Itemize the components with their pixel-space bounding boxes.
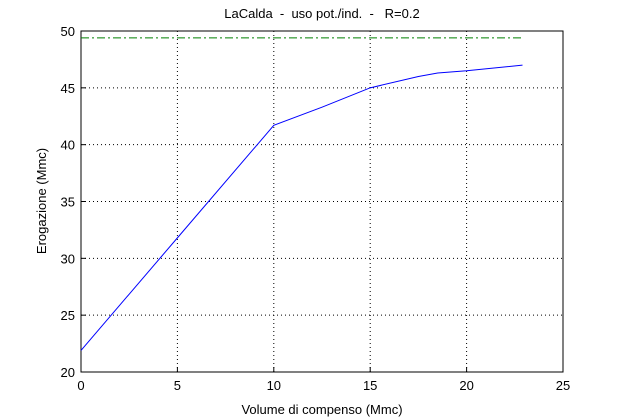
- y-tick-label: 25: [61, 308, 75, 323]
- y-axis-label: Erogazione (Mmc): [34, 148, 49, 254]
- x-tick-label: 15: [363, 378, 377, 393]
- x-tick-label: 10: [267, 378, 281, 393]
- x-tick-label: 20: [459, 378, 473, 393]
- x-tick-label: 0: [77, 378, 84, 393]
- plot-frame: [80, 30, 564, 373]
- chart-title: LaCalda - uso pot./ind. - R=0.2: [224, 6, 419, 21]
- y-tick-label: 35: [61, 195, 75, 210]
- x-axis-label: Volume di compenso (Mmc): [241, 402, 402, 417]
- y-tick-label: 50: [61, 24, 75, 39]
- x-tick-label: 25: [556, 378, 570, 393]
- x-tick-label: 5: [174, 378, 181, 393]
- y-tick-label: 45: [61, 81, 75, 96]
- y-tick-label: 40: [61, 138, 75, 153]
- data-line: [80, 64, 523, 351]
- y-tick-label: 30: [61, 251, 75, 266]
- y-tick-label: 20: [61, 365, 75, 380]
